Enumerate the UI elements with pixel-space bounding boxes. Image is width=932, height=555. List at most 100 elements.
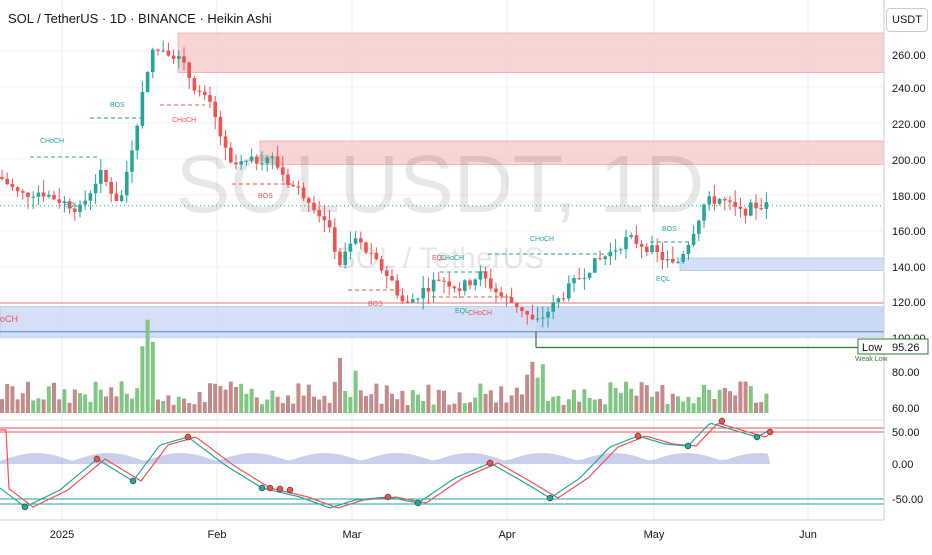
candle-body bbox=[530, 314, 535, 320]
smc-label-eql: EQL bbox=[656, 276, 670, 283]
volume-bar bbox=[312, 396, 316, 413]
candle-body bbox=[468, 280, 472, 286]
volume-bar bbox=[317, 399, 322, 413]
time-tick-label: 2025 bbox=[50, 529, 74, 541]
volume-bar bbox=[707, 389, 712, 413]
candle-body bbox=[624, 237, 628, 250]
candle-body bbox=[249, 156, 254, 161]
volume-bar bbox=[754, 402, 758, 413]
volume-bar bbox=[483, 393, 488, 413]
volume-bar bbox=[52, 382, 56, 413]
candle-body bbox=[598, 258, 602, 260]
volume-bar bbox=[379, 403, 384, 413]
volume-bar bbox=[135, 388, 140, 413]
osc-cross-dot-1 bbox=[93, 455, 101, 463]
volume-bar bbox=[26, 381, 30, 413]
candle-body bbox=[93, 183, 98, 194]
candle-body bbox=[743, 208, 748, 216]
volume-bar bbox=[629, 388, 634, 413]
volume-bar bbox=[421, 400, 426, 413]
time-axis[interactable]: 2025 Feb Mar Apr May Jun bbox=[0, 519, 884, 541]
volume-bar bbox=[182, 398, 186, 413]
candle-body bbox=[374, 252, 379, 260]
volume-bar bbox=[280, 402, 285, 413]
price-tick-label: 220.00 bbox=[892, 119, 926, 131]
volume-bar bbox=[613, 388, 618, 413]
volume-bar bbox=[530, 361, 535, 413]
candle-body bbox=[67, 201, 72, 209]
candle-body bbox=[619, 249, 623, 251]
candle-body bbox=[151, 49, 155, 72]
candle-body bbox=[10, 184, 15, 188]
candle-body bbox=[62, 201, 67, 203]
volume-bar bbox=[176, 396, 181, 413]
candle-body bbox=[135, 125, 139, 151]
osc-cross-dot-4 bbox=[258, 484, 266, 492]
volume-bar bbox=[748, 386, 753, 413]
volume-bar bbox=[369, 394, 374, 413]
osc-cross-dot-8 bbox=[384, 493, 392, 501]
candle-body bbox=[463, 280, 467, 292]
candle-body bbox=[676, 261, 680, 263]
volume-bar bbox=[670, 393, 675, 413]
volume-bar bbox=[410, 390, 415, 413]
volume-bar bbox=[57, 399, 62, 413]
candle-body bbox=[686, 244, 691, 254]
candle-body bbox=[114, 193, 119, 202]
osc-cross-dot-0 bbox=[21, 503, 29, 511]
volume-bar bbox=[426, 384, 431, 413]
osc-cross-dot-9 bbox=[414, 499, 422, 507]
volume-bar bbox=[213, 383, 218, 413]
candle-body bbox=[21, 191, 25, 193]
price-axis[interactable]: 260.00 240.00 220.00 200.00 180.00 160.00 140.… bbox=[855, 0, 929, 520]
osc-cross-dot-12 bbox=[634, 432, 642, 440]
candle-body bbox=[504, 296, 509, 298]
candle-body bbox=[312, 202, 316, 211]
currency-button[interactable]: USDT bbox=[886, 8, 928, 32]
volume-bar bbox=[431, 404, 436, 413]
volume-bar bbox=[15, 399, 20, 413]
candle-body bbox=[83, 200, 87, 205]
candle-body bbox=[203, 91, 207, 96]
watermark-name: SOL / TetherUS bbox=[336, 242, 544, 275]
volume-bar bbox=[275, 396, 280, 413]
volume-bar bbox=[587, 397, 592, 413]
candle-body bbox=[182, 56, 186, 63]
volume-bar bbox=[353, 370, 358, 413]
volume-bar bbox=[358, 390, 363, 413]
price-tick-label: 120.00 bbox=[892, 297, 926, 309]
candle-body bbox=[348, 243, 353, 252]
chart-title: SOL / TetherUS · 1D · BINANCE · Heikin A… bbox=[8, 11, 272, 26]
candle-body bbox=[281, 167, 285, 175]
smc-label-bos: BOS bbox=[110, 102, 125, 109]
osc-cross-dot-10 bbox=[486, 459, 494, 467]
smc-label-choch: CHoCH bbox=[530, 236, 554, 243]
candle-body bbox=[239, 161, 243, 165]
volume-bar bbox=[473, 397, 478, 413]
osc-cross-dot-14 bbox=[718, 417, 726, 425]
candle-body bbox=[234, 162, 238, 165]
candle-body bbox=[546, 311, 550, 318]
candle-body bbox=[634, 235, 639, 244]
volume-bar bbox=[561, 404, 566, 413]
low-label-value: 95.26 bbox=[892, 342, 920, 354]
zone-supply-0 bbox=[177, 32, 885, 73]
volume-bar bbox=[639, 382, 644, 413]
volume-bar bbox=[239, 383, 244, 413]
volume-bar bbox=[306, 384, 311, 413]
volume-bar bbox=[5, 383, 10, 413]
candle-body bbox=[88, 193, 93, 201]
candle-body bbox=[99, 170, 103, 184]
volume-bar bbox=[10, 386, 15, 413]
candle-body bbox=[759, 208, 763, 210]
candle-body bbox=[577, 278, 581, 280]
candle-body bbox=[416, 298, 420, 300]
candle-body bbox=[260, 163, 264, 165]
oscillator-pane bbox=[0, 417, 884, 511]
candle-body bbox=[697, 220, 701, 234]
candle-body bbox=[535, 318, 540, 320]
volume-bar bbox=[348, 396, 353, 413]
candle-body bbox=[691, 233, 696, 245]
